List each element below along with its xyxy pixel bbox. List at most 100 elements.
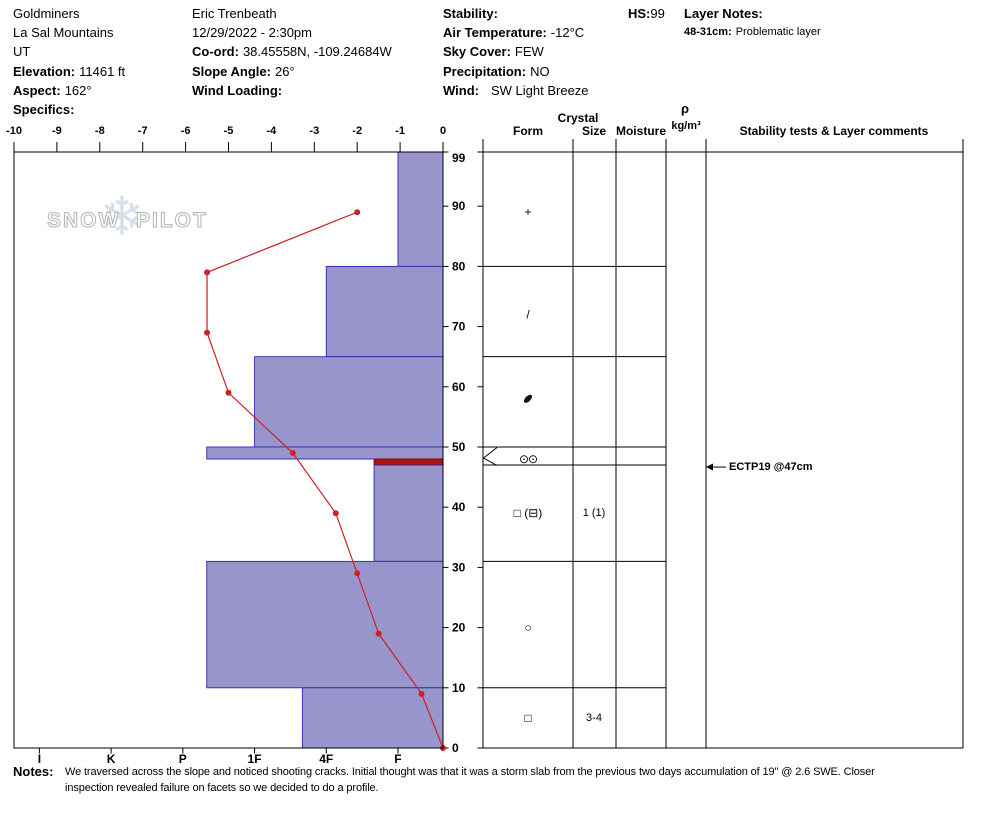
layer-bar (206, 560, 444, 689)
observer-column: Eric Trenbeath 12/29/2022 - 2:30pm Co-or… (192, 4, 392, 100)
layer-notes-label: Layer Notes: (684, 6, 763, 21)
temperature-point (332, 510, 339, 517)
aspect-row: Aspect: 162° (13, 81, 125, 100)
hs-column: HS:99 (628, 4, 665, 23)
elevation-label: Elevation: (13, 63, 76, 79)
specifics-row: Specifics: (13, 100, 125, 119)
hardness-axis-label: F (394, 752, 401, 766)
grain-form-symbol: ○ (524, 621, 531, 635)
grain-form-symbol: □ (⊟) (514, 506, 543, 520)
density-unit-header: kg/m³ (671, 120, 701, 132)
stability-test-arrowhead-icon (706, 463, 713, 471)
temp-axis-label: -4 (267, 125, 278, 137)
wind-loading-row: Wind Loading: (192, 81, 392, 100)
crystal-header: Crystal (558, 111, 599, 125)
temp-axis-label: -8 (95, 125, 105, 137)
wind-loading-label: Wind Loading: (192, 82, 283, 98)
aspect-label: Aspect: (13, 82, 61, 98)
depth-axis-label: 70 (452, 320, 466, 334)
temperature-point (289, 450, 296, 457)
conditions-column: Stability: Air Temperature: -12°C Sky Cov… (443, 4, 589, 100)
layer-bar (206, 446, 444, 460)
coord-value: 38.45558N, -109.24684W (242, 44, 392, 60)
wind-row: Wind: SW Light Breeze (443, 81, 589, 100)
elevation-value: 11461 ft (79, 63, 126, 79)
temperature-point (354, 209, 361, 216)
depth-axis-label: 0 (452, 741, 459, 755)
watermark-text-pilot: PILOT (136, 209, 208, 232)
layer-bar-flagged (373, 458, 444, 466)
layer-bar (397, 151, 444, 267)
temperature-point (225, 389, 232, 396)
hs-row: HS:99 (628, 4, 665, 23)
grain-size-label: 3-4 (586, 712, 602, 724)
form-header: Form (513, 124, 543, 138)
grain-form-symbol: + (524, 205, 531, 219)
temperature-point (418, 690, 425, 697)
temp-axis-label: -1 (395, 125, 405, 137)
depth-axis-label: 50 (452, 440, 466, 454)
notes-line-2: inspection revealed failure on facets so… (65, 782, 379, 794)
hardness-axis-label: 4F (319, 752, 333, 766)
precipitation-label: Precipitation: (443, 63, 527, 79)
depth-axis-label: 80 (452, 259, 466, 273)
comments-header: Stability tests & Layer comments (740, 124, 929, 138)
state: UT (13, 44, 31, 60)
precipitation-value: NO (530, 63, 550, 79)
grain-form-symbol: / (526, 308, 530, 322)
hardness-axis-label: K (107, 752, 116, 766)
temperature-point (204, 269, 211, 276)
temp-axis-label: -7 (138, 125, 148, 137)
location-column: Goldminers La Sal Mountains UT Elevation… (13, 4, 125, 119)
depth-axis-label: 20 (452, 621, 466, 635)
slope-angle-value: 26° (274, 63, 295, 79)
depth-axis-label: 30 (452, 560, 466, 574)
size-header: Size (582, 124, 606, 138)
mountain-range: La Sal Mountains (13, 25, 114, 41)
temperature-point (375, 630, 382, 637)
air-temperature-value: -12°C (550, 25, 585, 41)
temp-axis-label: -9 (52, 125, 62, 137)
air-temperature-row: Air Temperature: -12°C (443, 23, 589, 42)
aspect-value: 162° (64, 82, 92, 98)
layer-note-range: 48-31cm: (684, 26, 732, 39)
temp-axis-label: -6 (181, 125, 191, 137)
notes-label: Notes: (13, 764, 54, 779)
layer-bar (373, 464, 444, 562)
plot-frame (13, 151, 444, 749)
depth-axis-label: 99 (452, 151, 466, 165)
wind-label: Wind: (443, 82, 479, 98)
chart-dynamic-layer: -10 -9 -8 -7 -6 -5 -4 -3 -2 -1 0010203040506070809… (6, 125, 813, 766)
temperature-point (204, 329, 211, 336)
watermark-snowflake-icon: ❄ (99, 187, 144, 247)
grain-size-label: 1 (1) (583, 507, 606, 519)
thin-layer-wedge (482, 447, 498, 466)
temp-axis-label: -10 (6, 125, 22, 137)
depth-axis-label: 10 (452, 681, 466, 695)
grain-form-symbol: □ (524, 711, 531, 725)
watermark-text-snow: SNOW (47, 209, 120, 232)
temp-axis-label: 0 (440, 125, 446, 137)
specifics-label: Specifics: (13, 102, 75, 118)
depth-axis-label: 60 (452, 380, 466, 394)
grain-form-symbol: ⊙⊙ (519, 452, 537, 466)
density-rho-header: ρ (681, 101, 689, 116)
slope-angle-label: Slope Angle: (192, 63, 271, 79)
layer-note-row: 48-31cm: Problematic layer (684, 23, 821, 42)
site-name: Goldminers (13, 6, 80, 21)
observation-datetime: 12/29/2022 - 2:30pm (192, 25, 312, 41)
temperature-line (206, 211, 444, 749)
observer-name: Eric Trenbeath (192, 6, 277, 21)
layer-notes-title: Layer Notes: (684, 4, 821, 23)
air-temperature-label: Air Temperature: (443, 25, 547, 41)
layer-note-text: Problematic layer (735, 26, 821, 39)
hs-label: HS: (628, 6, 651, 21)
grain-form-symbol (523, 394, 533, 403)
sky-cover-row: Sky Cover: FEW (443, 42, 589, 61)
precipitation-row: Precipitation: NO (443, 62, 589, 81)
watermark: ❄ SNOW PILOT (47, 187, 208, 247)
hardness-axis-label: I (38, 752, 41, 766)
coord-row: Co-ord: 38.45558N, -109.24684W (192, 42, 392, 61)
